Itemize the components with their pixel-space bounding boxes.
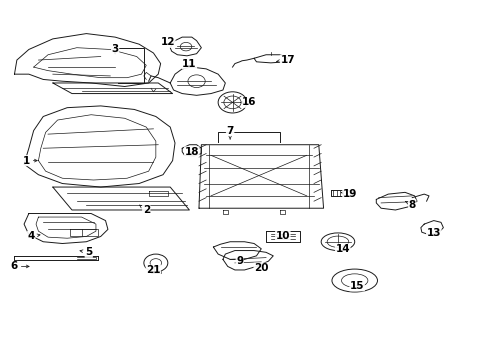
Text: 20: 20 [253, 263, 268, 273]
Text: 6: 6 [11, 261, 29, 271]
Text: 12: 12 [160, 37, 175, 48]
Text: 2: 2 [140, 205, 150, 215]
Text: 7: 7 [226, 126, 233, 139]
Text: 11: 11 [182, 59, 196, 68]
Text: 18: 18 [184, 147, 199, 157]
Text: 9: 9 [236, 256, 243, 266]
Text: 13: 13 [426, 228, 440, 238]
Text: 14: 14 [335, 244, 349, 254]
Text: 17: 17 [276, 55, 294, 65]
Text: 4: 4 [27, 231, 40, 242]
Text: 19: 19 [341, 189, 356, 199]
Text: 5: 5 [80, 247, 92, 257]
Text: 1: 1 [23, 156, 37, 166]
Text: 10: 10 [275, 231, 289, 242]
Text: 16: 16 [240, 98, 256, 107]
Text: 21: 21 [146, 265, 161, 275]
Text: 3: 3 [111, 45, 119, 54]
Text: 8: 8 [405, 200, 415, 210]
Text: 15: 15 [349, 281, 364, 291]
